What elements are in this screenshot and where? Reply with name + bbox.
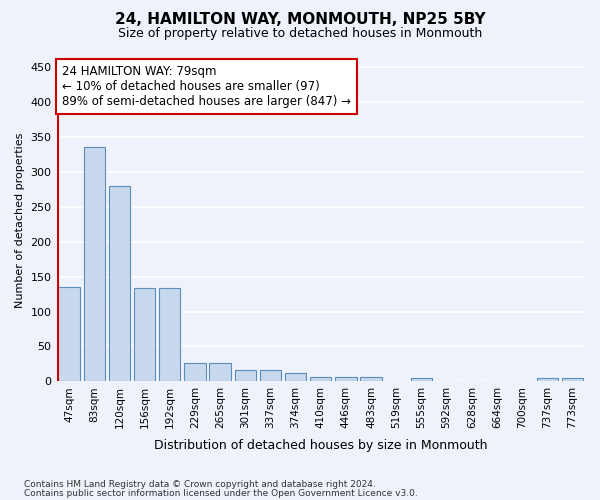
Bar <box>562 378 583 382</box>
Bar <box>134 288 155 382</box>
Bar <box>361 377 382 382</box>
X-axis label: Distribution of detached houses by size in Monmouth: Distribution of detached houses by size … <box>154 440 488 452</box>
Text: Contains HM Land Registry data © Crown copyright and database right 2024.: Contains HM Land Registry data © Crown c… <box>24 480 376 489</box>
Bar <box>335 377 356 382</box>
Bar <box>209 362 231 382</box>
Text: Size of property relative to detached houses in Monmouth: Size of property relative to detached ho… <box>118 28 482 40</box>
Bar <box>411 378 432 382</box>
Bar <box>83 148 105 382</box>
Bar <box>285 373 307 382</box>
Bar <box>109 186 130 382</box>
Bar <box>159 288 181 382</box>
Bar <box>260 370 281 382</box>
Bar <box>184 362 206 382</box>
Bar <box>235 370 256 382</box>
Text: 24, HAMILTON WAY, MONMOUTH, NP25 5BY: 24, HAMILTON WAY, MONMOUTH, NP25 5BY <box>115 12 485 28</box>
Bar <box>58 287 80 382</box>
Y-axis label: Number of detached properties: Number of detached properties <box>15 133 25 308</box>
Bar <box>536 378 558 382</box>
Text: Contains public sector information licensed under the Open Government Licence v3: Contains public sector information licen… <box>24 488 418 498</box>
Bar <box>310 376 331 382</box>
Text: 24 HAMILTON WAY: 79sqm
← 10% of detached houses are smaller (97)
89% of semi-det: 24 HAMILTON WAY: 79sqm ← 10% of detached… <box>62 65 351 108</box>
